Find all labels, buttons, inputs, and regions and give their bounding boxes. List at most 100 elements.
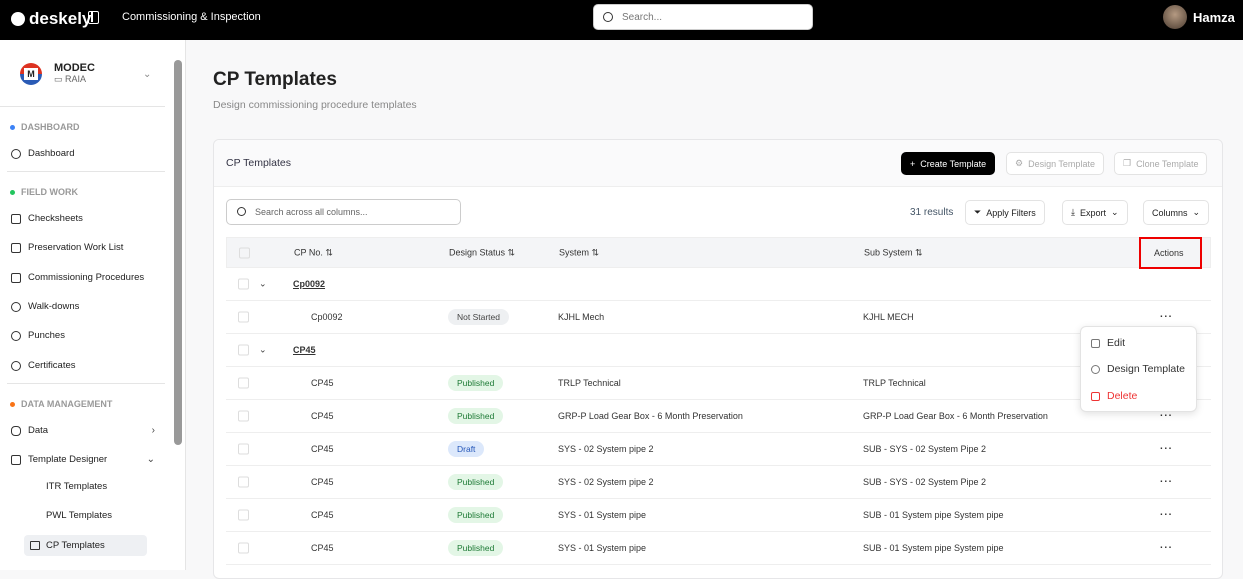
chevron-down-icon[interactable]: ⌄: [259, 344, 267, 355]
chevron-down-icon[interactable]: ⌄: [259, 278, 267, 289]
layout-icon: [11, 454, 21, 465]
system-cell: SYS - 01 System pipe: [558, 510, 647, 520]
header-sub-system[interactable]: Sub System ⇅: [864, 247, 923, 258]
item-label: PWL Templates: [46, 510, 112, 521]
row-checkbox[interactable]: [238, 311, 249, 323]
columns-button[interactable]: Columns ⌄: [1143, 200, 1210, 225]
menu-item-design-template[interactable]: Design Template: [1091, 363, 1185, 375]
sidebar-item-punches[interactable]: Punches: [11, 330, 161, 341]
table-header: CP No. ⇅ Design Status ⇅ System ⇅ Sub Sy…: [226, 237, 1211, 269]
more-actions-icon[interactable]: ···: [1160, 311, 1173, 323]
brand-logo[interactable]: deskely: [11, 9, 91, 29]
subsystem-cell: TRLP Technical: [863, 378, 926, 388]
chevron-down-icon[interactable]: ⌄: [143, 69, 152, 80]
section-field-work: FIELD WORK: [10, 187, 78, 197]
more-actions-icon[interactable]: ···: [1160, 476, 1173, 488]
sidebar-item-template-designer[interactable]: Template Designer ⌄: [11, 454, 161, 465]
group-label[interactable]: CP45: [293, 345, 316, 355]
apply-filters-button[interactable]: ⏷ Apply Filters: [965, 200, 1045, 225]
status-badge: Published: [448, 540, 504, 556]
avatar: [1163, 5, 1187, 29]
export-button[interactable]: ⤓ Export ⌄: [1062, 200, 1128, 225]
header-cp-no[interactable]: CP No. ⇅: [294, 247, 333, 258]
status-badge: Published: [448, 507, 504, 523]
item-label: Certificates: [28, 360, 76, 371]
button-label: Design Template: [1028, 158, 1095, 169]
group-label[interactable]: Cp0092: [293, 279, 326, 289]
section-label: FIELD WORK: [21, 187, 78, 197]
sidebar-scrollbar[interactable]: [174, 60, 182, 445]
sidebar-item-walkdowns[interactable]: Walk-downs: [11, 301, 161, 312]
global-search-input[interactable]: Search...: [593, 4, 813, 30]
sidebar-item-cp-templates[interactable]: CP Templates: [24, 535, 147, 556]
sidebar-item-data[interactable]: Data ›: [11, 425, 161, 436]
row-checkbox[interactable]: [238, 344, 249, 356]
sidebar-item-preservation[interactable]: Preservation Work List: [11, 242, 161, 253]
item-label: Template Designer: [28, 454, 108, 465]
item-label: CP Templates: [46, 540, 105, 551]
sidebar-item-pwl-templates[interactable]: PWL Templates: [24, 505, 147, 526]
search-icon: [603, 12, 613, 22]
book-icon: [11, 272, 21, 283]
more-actions-icon[interactable]: ···: [1160, 443, 1173, 455]
cp-no: CP45: [311, 411, 334, 421]
org-switcher[interactable]: MODEC▭ RAIA: [20, 62, 95, 85]
user-menu[interactable]: Hamza: [1163, 5, 1235, 29]
table-search-input[interactable]: Search across all columns...: [226, 199, 461, 225]
section-label: DASHBOARD: [21, 122, 80, 132]
design-template-button[interactable]: ⚙ Design Template: [1006, 152, 1104, 175]
system-cell: GRP-P Load Gear Box - 6 Month Preservati…: [558, 411, 743, 421]
menu-item-edit[interactable]: Edit: [1091, 337, 1125, 349]
gear-icon: [1091, 364, 1100, 374]
cp-no: CP45: [311, 378, 334, 388]
actions-dropdown-menu: Edit Design Template Delete: [1080, 326, 1197, 412]
row-checkbox[interactable]: [238, 377, 249, 389]
sidebar-item-dashboard[interactable]: Dashboard: [11, 148, 161, 159]
header-actions: Actions: [1154, 247, 1184, 258]
section-data-management: DATA MANAGEMENT: [10, 399, 112, 409]
more-actions-icon[interactable]: ···: [1160, 542, 1173, 554]
row-checkbox[interactable]: [238, 278, 249, 290]
footprints-icon: [11, 301, 21, 312]
item-label: Walk-downs: [28, 301, 80, 312]
select-all-checkbox[interactable]: [239, 247, 250, 258]
row-checkbox[interactable]: [238, 410, 249, 422]
search-placeholder: Search across all columns...: [255, 207, 368, 217]
create-template-button[interactable]: + Create Template: [901, 152, 996, 175]
divider: [7, 171, 165, 172]
dot-icon: [10, 189, 15, 195]
header-label: CP No.: [294, 247, 323, 257]
more-actions-icon[interactable]: ···: [1160, 410, 1173, 422]
sort-icon: ⇅: [591, 247, 600, 257]
item-label: Punches: [28, 330, 65, 341]
menu-label: Design Template: [1107, 363, 1186, 375]
app-title: Commissioning & Inspection: [122, 11, 261, 23]
menu-item-delete[interactable]: Delete: [1091, 390, 1137, 402]
chevron-down-icon: ⌄: [1192, 207, 1201, 217]
row-checkbox[interactable]: [238, 476, 249, 488]
clipboard-icon: [11, 213, 21, 224]
copy-icon: ❐: [1123, 158, 1132, 168]
divider: [0, 106, 165, 107]
sidebar-item-certificates[interactable]: Certificates: [11, 360, 161, 371]
row-checkbox[interactable]: [238, 542, 249, 554]
sidebar-toggle-icon[interactable]: [88, 11, 99, 24]
system-cell: SYS - 01 System pipe: [558, 543, 647, 553]
download-icon: ⤓: [1071, 207, 1075, 217]
sidebar-item-commissioning[interactable]: Commissioning Procedures: [11, 272, 161, 283]
sort-icon: ⇅: [325, 247, 333, 257]
header-design-status[interactable]: Design Status ⇅: [449, 247, 515, 258]
divider: [7, 383, 165, 384]
section-label: DATA MANAGEMENT: [21, 399, 113, 409]
group-row: ⌄ Cp0092: [226, 268, 1211, 301]
sidebar-item-checksheets[interactable]: Checksheets: [11, 213, 161, 224]
search-placeholder: Search...: [622, 11, 663, 23]
system-cell: TRLP Technical: [558, 378, 621, 388]
header-system[interactable]: System ⇅: [559, 247, 599, 258]
more-actions-icon[interactable]: ···: [1160, 509, 1173, 521]
row-checkbox[interactable]: [238, 443, 249, 455]
clone-template-button[interactable]: ❐ Clone Template: [1114, 152, 1208, 175]
sidebar-item-itr-templates[interactable]: ITR Templates: [24, 476, 147, 497]
row-checkbox[interactable]: [238, 509, 249, 521]
button-label: Columns: [1152, 207, 1188, 218]
